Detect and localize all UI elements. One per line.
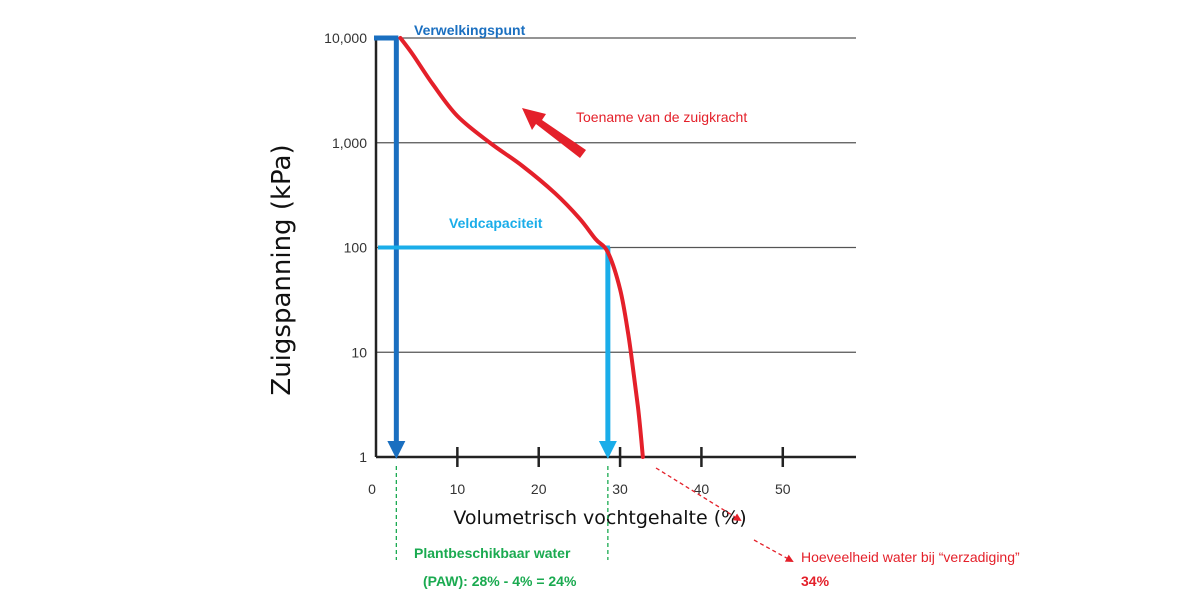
y-tick-label: 10,000 bbox=[324, 30, 367, 46]
paw-label: Plantbeschikbaar water bbox=[414, 545, 571, 561]
field-capacity-marker bbox=[378, 245, 617, 459]
saturation-label: Hoeveelheid water bij “verzadiging” bbox=[801, 549, 1020, 565]
saturation-pointer bbox=[655, 467, 794, 562]
suction-increase-label: Toename van de zuigkracht bbox=[576, 109, 747, 125]
x-tick-label: 20 bbox=[531, 481, 547, 497]
y-tick-label: 1,000 bbox=[332, 135, 367, 151]
retention-curve bbox=[398, 36, 645, 459]
x-axis-title: Volumetrisch vochtgehalte (%) bbox=[453, 507, 746, 529]
x-tick-label: 0 bbox=[368, 481, 376, 497]
x-tick-label: 40 bbox=[694, 481, 710, 497]
y-ticks: 1 10 100 1,000 10,000 bbox=[324, 30, 367, 465]
saturation-value: 34% bbox=[801, 573, 830, 589]
x-tick-label: 50 bbox=[775, 481, 791, 497]
paw-guides bbox=[395, 466, 609, 560]
x-tick-label: 10 bbox=[450, 481, 466, 497]
gridlines bbox=[376, 37, 856, 353]
x-ticks: 0 10 20 30 40 50 bbox=[368, 447, 791, 497]
y-tick-label: 100 bbox=[344, 240, 368, 256]
suction-increase-arrow bbox=[522, 108, 586, 158]
field-capacity-label: Veldcapaciteit bbox=[449, 215, 543, 231]
y-tick-label: 10 bbox=[351, 344, 367, 360]
y-tick-label: 1 bbox=[359, 449, 367, 465]
x-tick-label: 30 bbox=[612, 481, 628, 497]
arrow-head bbox=[387, 441, 406, 459]
wilting-point-label: Verwelkingspunt bbox=[414, 22, 526, 38]
wilting-point-marker bbox=[374, 35, 406, 459]
paw-formula: (PAW): 28% - 4% = 24% bbox=[423, 573, 577, 589]
y-axis-title: Zuigspanning (kPa) bbox=[267, 144, 297, 395]
arrow-head bbox=[598, 441, 617, 459]
